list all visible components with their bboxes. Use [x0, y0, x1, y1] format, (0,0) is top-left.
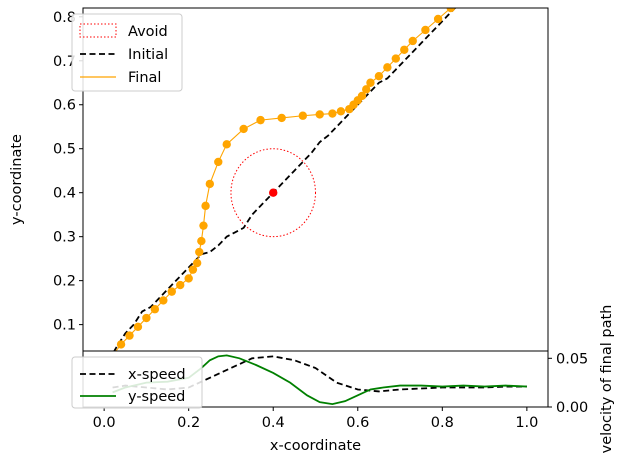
final-point — [188, 265, 198, 274]
final-point — [433, 14, 443, 24]
velocity-legend: x-speed y-speed — [71, 356, 203, 409]
y-tick-label: 0.4 — [53, 186, 76, 202]
final-point — [391, 54, 401, 63]
final-point — [176, 280, 185, 290]
final-point — [336, 107, 346, 116]
velocity-panel: 0.0 0.2 0.4 0.6 0.8 1.0 0.00 0.05 x-coordinate ve… — [71, 305, 615, 454]
y-tick-label: 0.7 — [53, 54, 76, 70]
y-axis-label: y-coordinate — [9, 134, 25, 225]
velocity-axis-label: velocity of final path — [599, 305, 615, 454]
final-point — [239, 124, 248, 134]
final-point — [201, 201, 210, 211]
final-point — [184, 274, 193, 283]
avoid-region — [230, 148, 316, 238]
path-panel: 0.1 0.2 0.3 0.4 0.5 0.6 0.7 0.8 y-coordinate Avoi… — [9, 7, 549, 352]
final-point — [298, 111, 308, 120]
x-tick-label: 0.4 — [262, 415, 285, 431]
final-point — [446, 8, 455, 13]
y-tick-label: 0.5 — [53, 142, 76, 158]
final-point — [366, 78, 375, 87]
final-point — [205, 179, 215, 189]
series-line-initial — [113, 8, 456, 351]
y-tick-label: 0.1 — [53, 318, 76, 334]
final-point — [222, 140, 231, 149]
final-point — [421, 25, 430, 35]
final-point — [214, 157, 223, 167]
path-legend: Avoid Initial Final — [71, 13, 183, 92]
final-point — [197, 236, 206, 246]
y2-tick-label: 0.05 — [556, 351, 588, 367]
final-point — [400, 45, 409, 54]
legend-frame — [71, 13, 183, 92]
final-point — [116, 340, 126, 349]
final-point — [374, 71, 384, 81]
final-point — [256, 115, 265, 125]
final-point — [199, 221, 208, 230]
x-tick-label: 1.0 — [515, 415, 538, 431]
legend-label-initial: Initial — [128, 47, 168, 63]
x-tick-label: 0.2 — [177, 415, 200, 431]
x-axis-label: x-coordinate — [270, 438, 361, 454]
legend-swatch-avoid — [79, 23, 117, 38]
legend-label-final: Final — [128, 70, 161, 86]
y-tick-label: 0.6 — [53, 98, 76, 114]
final-point — [192, 258, 202, 268]
final-point — [357, 91, 367, 101]
final-point — [142, 313, 151, 323]
final-point — [328, 109, 337, 118]
final-point — [159, 296, 168, 305]
final-point — [125, 331, 134, 340]
final-point — [277, 113, 286, 123]
final-point — [150, 305, 160, 314]
final-point — [167, 287, 176, 296]
legend-label-avoid: Avoid — [128, 24, 168, 40]
y2-tick-label: 0.00 — [556, 400, 588, 416]
final-point — [315, 110, 324, 119]
x-tick-label: 0.8 — [431, 415, 454, 431]
final-point — [195, 247, 204, 257]
final-point — [383, 63, 392, 72]
y-tick-label: 0.8 — [53, 10, 76, 26]
path-plot-area — [113, 8, 456, 351]
obstacle-point — [269, 188, 278, 197]
legend-label-y-speed: y-speed — [128, 389, 185, 405]
y-tick-label: 0.2 — [53, 274, 76, 290]
final-point — [362, 85, 371, 94]
y-tick-label: 0.3 — [53, 230, 76, 246]
x-tick-label: 0.6 — [346, 415, 369, 431]
legend-label-x-speed: x-speed — [128, 367, 186, 383]
x-tick-label: 0.0 — [93, 415, 116, 431]
final-point — [408, 36, 417, 46]
final-point — [133, 322, 143, 332]
